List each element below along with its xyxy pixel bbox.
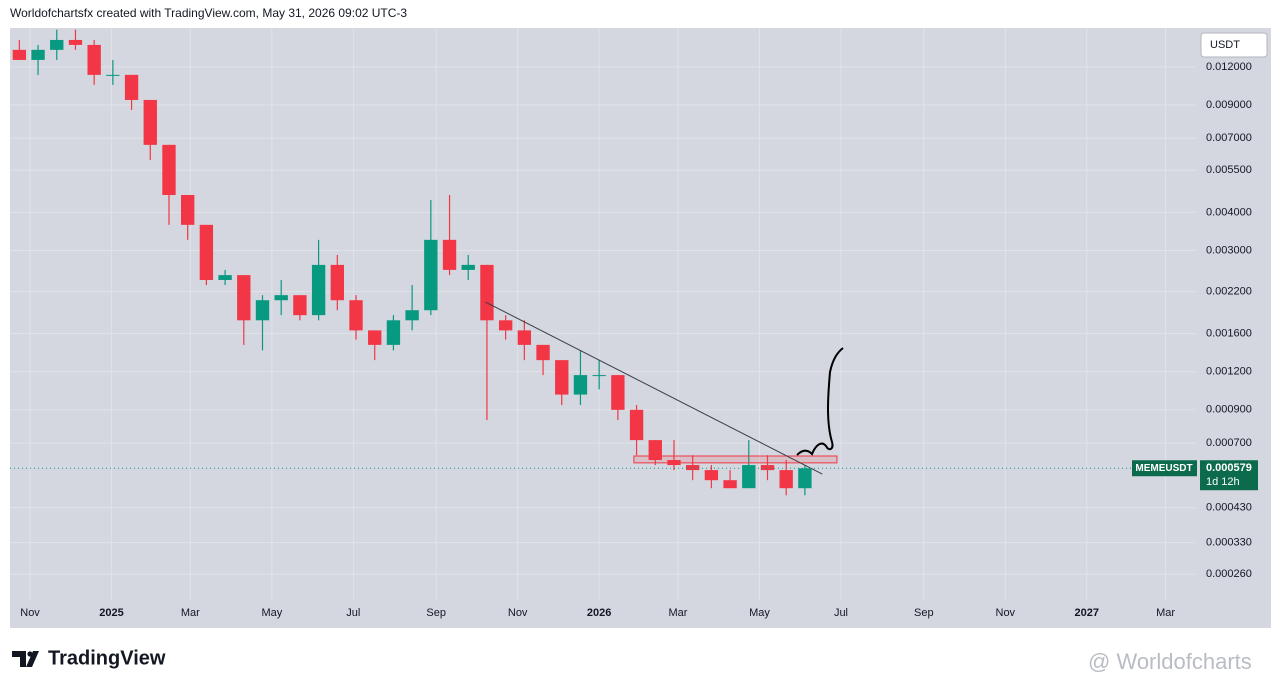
y-tick-label: 0.007000 bbox=[1206, 132, 1252, 144]
candle-body bbox=[498, 320, 513, 331]
x-tick-label: Mar bbox=[669, 607, 688, 619]
candle-body bbox=[330, 264, 344, 301]
x-tick-label: May bbox=[749, 607, 770, 619]
candle-body bbox=[424, 239, 438, 311]
candle-body bbox=[461, 264, 475, 270]
y-tick-label: 0.000260 bbox=[1206, 568, 1252, 580]
candle-body bbox=[386, 320, 401, 345]
x-tick-label: Jul bbox=[834, 607, 848, 619]
currency-label: USDT bbox=[1210, 39, 1240, 51]
candle-body bbox=[106, 74, 120, 76]
candle-body bbox=[68, 39, 83, 45]
y-tick-label: 0.003000 bbox=[1206, 244, 1252, 256]
candle-body bbox=[779, 470, 793, 489]
y-tick-label: 0.000430 bbox=[1206, 502, 1252, 514]
symbol-tag bbox=[1132, 460, 1197, 477]
candle-body bbox=[517, 330, 532, 345]
x-tick-label: 2027 bbox=[1075, 607, 1099, 619]
candle-body bbox=[723, 480, 737, 489]
candle-body bbox=[798, 468, 812, 489]
currency-button[interactable] bbox=[1200, 32, 1268, 58]
x-tick-label: Mar bbox=[1156, 607, 1175, 619]
y-tick-label: 0.000330 bbox=[1206, 537, 1252, 549]
candle-body bbox=[293, 295, 307, 316]
candle-body bbox=[760, 465, 775, 471]
x-tick-label: 2026 bbox=[587, 607, 611, 619]
candle-body bbox=[50, 39, 64, 50]
candle-body bbox=[143, 99, 157, 145]
candle-body bbox=[274, 295, 288, 301]
y-tick-label: 0.001600 bbox=[1206, 328, 1252, 340]
x-tick-label: May bbox=[261, 607, 282, 619]
credit: Worldofchartsfx created with TradingView… bbox=[10, 6, 407, 20]
plot-area bbox=[10, 28, 1195, 600]
candle-body bbox=[237, 275, 251, 321]
candle-body bbox=[592, 375, 606, 377]
y-tick-label: 0.004000 bbox=[1206, 206, 1252, 218]
candle-body bbox=[555, 360, 569, 395]
candle-body bbox=[349, 300, 363, 331]
y-tick-label: 0.009000 bbox=[1206, 99, 1252, 111]
y-tick-label: 0.000900 bbox=[1206, 404, 1252, 416]
price-tag bbox=[1200, 460, 1258, 491]
candle-body bbox=[31, 49, 45, 60]
x-tick-label: Sep bbox=[914, 607, 934, 619]
zone bbox=[633, 455, 838, 464]
candle-body bbox=[124, 74, 139, 100]
candle-body bbox=[742, 465, 756, 489]
watermark: @ Worldofcharts bbox=[1088, 649, 1252, 674]
y-tick-label: 0.000700 bbox=[1206, 437, 1252, 449]
candle-body bbox=[442, 239, 457, 270]
candle-body bbox=[87, 44, 101, 75]
candle-body bbox=[480, 264, 494, 321]
y-tick-label: 0.005500 bbox=[1206, 164, 1252, 176]
candle-body bbox=[255, 300, 270, 321]
x-tick-label: Mar bbox=[181, 607, 200, 619]
candle-body bbox=[162, 144, 176, 196]
y-tick-label: 0.012000 bbox=[1206, 61, 1252, 73]
candle-body bbox=[611, 375, 625, 410]
candle-body bbox=[311, 264, 326, 316]
x-tick-label: Nov bbox=[20, 607, 40, 619]
candle-body bbox=[704, 470, 719, 481]
y-tick-label: 0.001200 bbox=[1206, 366, 1252, 378]
price-label: 0.000579 bbox=[1206, 462, 1252, 474]
candle-body bbox=[199, 224, 214, 280]
brand: TradingView bbox=[48, 647, 166, 669]
candle-body bbox=[405, 310, 419, 321]
tv-logo bbox=[12, 651, 39, 667]
candle-body bbox=[368, 330, 382, 345]
x-tick-label: Nov bbox=[996, 607, 1016, 619]
candle-body bbox=[181, 195, 195, 225]
candle-body bbox=[218, 275, 232, 280]
candle-body bbox=[685, 465, 700, 471]
x-tick-label: 2025 bbox=[99, 607, 123, 619]
candle-body bbox=[12, 49, 27, 60]
projection-sketch bbox=[796, 347, 844, 456]
x-tick-label: Nov bbox=[508, 607, 528, 619]
symbol-label: MEMEUSDT bbox=[1135, 463, 1192, 474]
countdown: 1d 12h bbox=[1206, 476, 1240, 488]
trendline bbox=[485, 301, 823, 475]
candle-body bbox=[629, 409, 644, 441]
x-tick-label: Sep bbox=[426, 607, 446, 619]
candle-body bbox=[536, 344, 550, 361]
x-tick-label: Jul bbox=[346, 607, 360, 619]
price-axis bbox=[1195, 28, 1271, 628]
candle-body bbox=[573, 375, 588, 395]
time-axis bbox=[10, 600, 1195, 628]
candle-body bbox=[648, 440, 662, 461]
y-tick-label: 0.002200 bbox=[1206, 285, 1252, 297]
